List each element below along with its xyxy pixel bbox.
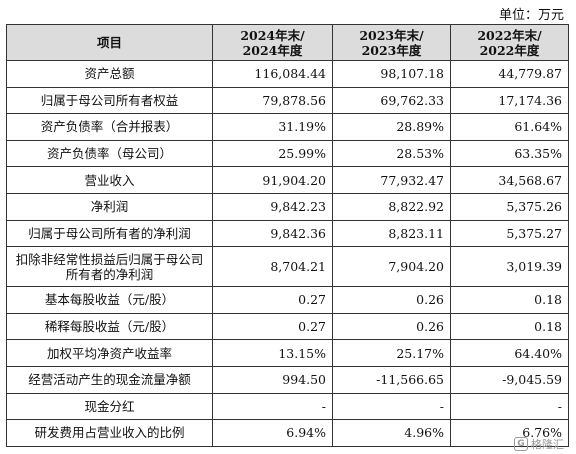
cell-2023: -11,566.65 <box>332 365 451 394</box>
cell-2023: 8,822.92 <box>332 192 451 221</box>
cell-2024: 9,842.36 <box>212 219 333 248</box>
cell-2023: 4.96% <box>332 419 451 447</box>
table-row: 现金分红 - - - <box>6 392 569 421</box>
cell-2024: 6.94% <box>212 419 333 447</box>
row-label: 现金分红 <box>6 392 213 421</box>
cell-2022: 0.18 <box>450 286 569 314</box>
cell-2024: 8,704.21 <box>212 246 333 288</box>
cell-2024: 31.19% <box>212 113 333 141</box>
cell-2022: - <box>450 392 569 421</box>
cell-2022: -9,045.59 <box>450 365 569 394</box>
row-label: 资产负债率（母公司） <box>6 139 213 168</box>
financial-summary-table: 项目 2024年末/ 2024年度 2023年末/ 2023年度 2022年末/… <box>6 24 569 447</box>
table-row: 营业收入 91,904.20 77,932.47 34,568.67 <box>6 166 569 194</box>
cell-2024: 91,904.20 <box>212 166 333 194</box>
cell-2024: 0.27 <box>212 312 333 341</box>
cell-2024: 0.27 <box>212 286 333 314</box>
row-label: 资产总额 <box>6 60 213 88</box>
cell-2023: 69,762.33 <box>332 86 451 115</box>
gelonghui-logo-icon: G <box>514 437 528 451</box>
cell-2022: 64.40% <box>450 339 569 367</box>
cell-2023: 28.89% <box>332 113 451 141</box>
cell-2023: 98,107.18 <box>332 60 451 88</box>
table-row: 扣除非经常性损益后归属于母公司所有者的净利润 8,704.21 7,904.20… <box>6 246 569 288</box>
cell-2024: 116,084.44 <box>212 60 333 88</box>
cell-2022: 63.35% <box>450 139 569 168</box>
row-label: 加权平均净资产收益率 <box>6 339 213 367</box>
header-2022-line2: 2022年度 <box>479 42 540 58</box>
row-label: 资产负债率（合并报表） <box>6 113 213 141</box>
table-row: 资产负债率（母公司） 25.99% 28.53% 63.35% <box>6 139 569 168</box>
cell-2023: 0.26 <box>332 286 451 314</box>
cell-2022: 61.64% <box>450 113 569 141</box>
cell-2022: 3,019.39 <box>450 246 569 288</box>
cell-2023: - <box>332 392 451 421</box>
cell-2024: 25.99% <box>212 139 333 168</box>
row-label: 经营活动产生的现金流量净额 <box>6 365 213 394</box>
cell-2023: 28.53% <box>332 139 451 168</box>
header-2022-line1: 2022年末/ <box>477 27 542 43</box>
watermark: G 格隆汇 <box>514 436 564 452</box>
row-label: 净利润 <box>6 192 213 221</box>
cell-2022: 0.18 <box>450 312 569 341</box>
cell-2022: 5,375.27 <box>450 219 569 248</box>
cell-2023: 0.26 <box>332 312 451 341</box>
table-row: 归属于母公司所有者的净利润 9,842.36 8,823.11 5,375.27 <box>6 219 569 248</box>
header-2024-line1: 2024年末/ <box>240 27 305 43</box>
cell-2023: 8,823.11 <box>332 219 451 248</box>
watermark-text: 格隆汇 <box>531 438 564 451</box>
cell-2024: - <box>212 392 333 421</box>
cell-2022: 34,568.67 <box>450 166 569 194</box>
row-label: 归属于母公司所有者权益 <box>6 86 213 115</box>
row-label: 研发费用占营业收入的比例 <box>6 419 213 447</box>
table-row: 研发费用占营业收入的比例 6.94% 4.96% 6.76% <box>6 419 569 447</box>
cell-2024: 79,878.56 <box>212 86 333 115</box>
header-item: 项目 <box>6 24 213 61</box>
cell-2022: 6.76% <box>450 419 569 447</box>
table-row: 净利润 9,842.23 8,822.92 5,375.26 <box>6 192 569 221</box>
cell-2022: 44,779.87 <box>450 60 569 88</box>
cell-2024: 9,842.23 <box>212 192 333 221</box>
table-header-row: 项目 2024年末/ 2024年度 2023年末/ 2023年度 2022年末/… <box>6 24 569 61</box>
row-label: 营业收入 <box>6 166 213 194</box>
cell-2023: 77,932.47 <box>332 166 451 194</box>
cell-2023: 25.17% <box>332 339 451 367</box>
row-label: 扣除非经常性损益后归属于母公司所有者的净利润 <box>6 246 213 288</box>
row-label: 基本每股收益（元/股） <box>6 286 213 314</box>
header-2023-line1: 2023年末/ <box>359 27 424 43</box>
table-row: 资产负债率（合并报表） 31.19% 28.89% 61.64% <box>6 113 569 141</box>
cell-2022: 5,375.26 <box>450 192 569 221</box>
table-row: 加权平均净资产收益率 13.15% 25.17% 64.40% <box>6 339 569 367</box>
row-label: 稀释每股收益（元/股） <box>6 312 213 341</box>
cell-2024: 13.15% <box>212 339 333 367</box>
table-row: 资产总额 116,084.44 98,107.18 44,779.87 <box>6 60 569 88</box>
cell-2023: 7,904.20 <box>332 246 451 288</box>
header-2024: 2024年末/ 2024年度 <box>212 24 333 61</box>
table-row: 基本每股收益（元/股） 0.27 0.26 0.18 <box>6 286 569 314</box>
cell-2022: 17,174.36 <box>450 86 569 115</box>
header-2023-line2: 2023年度 <box>361 42 422 58</box>
header-2022: 2022年末/ 2022年度 <box>450 24 569 61</box>
table-row: 经营活动产生的现金流量净额 994.50 -11,566.65 -9,045.5… <box>6 365 569 394</box>
table-row: 归属于母公司所有者权益 79,878.56 69,762.33 17,174.3… <box>6 86 569 115</box>
unit-label: 单位：万元 <box>498 8 564 23</box>
cell-2024: 994.50 <box>212 365 333 394</box>
table-row: 稀释每股收益（元/股） 0.27 0.26 0.18 <box>6 312 569 341</box>
header-2023: 2023年末/ 2023年度 <box>332 24 451 61</box>
header-2024-line2: 2024年度 <box>242 42 303 58</box>
row-label: 归属于母公司所有者的净利润 <box>6 219 213 248</box>
